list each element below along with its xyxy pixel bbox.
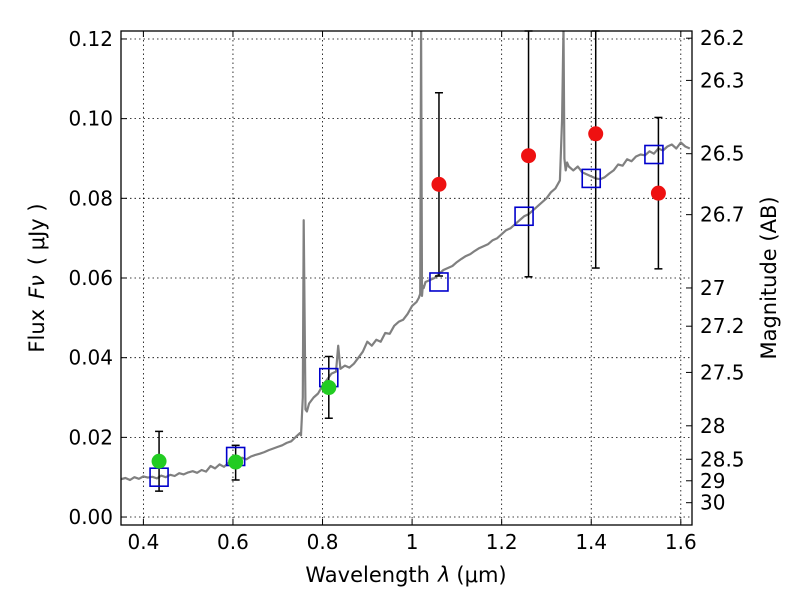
y-tick-label: 0.02	[68, 425, 113, 449]
right-tick-label: 29	[700, 469, 725, 493]
right-tick-label: 26.2	[700, 26, 745, 50]
x-axis-label-symbol: λ	[437, 563, 450, 587]
x-tick-label: 1.2	[486, 530, 518, 554]
right-tick-label: 28.5	[700, 447, 745, 471]
y-tick-label: 0.04	[68, 346, 113, 370]
detection-point	[228, 454, 244, 470]
y-tick-label: 0.06	[68, 266, 113, 290]
right-tick-label: 26.7	[700, 203, 745, 227]
right-tick-label: 28	[700, 414, 725, 438]
y-tick-label: 0.10	[68, 107, 113, 131]
model-photometry-square	[429, 272, 449, 292]
y-axis-label-symbol: Fν	[25, 275, 49, 299]
non-detection-point	[521, 148, 537, 164]
x-axis-label-prefix: Wavelength	[305, 563, 430, 587]
non-detection-point	[431, 176, 447, 192]
detection-point	[151, 453, 167, 469]
y-axis-label-unit: ( μJy )	[25, 203, 49, 265]
right-tick-label: 27.5	[700, 360, 745, 384]
x-tick-label: 1	[406, 530, 419, 554]
markers	[149, 126, 666, 487]
right-tick-label: 26.3	[700, 68, 745, 92]
model-photometry-square	[581, 168, 602, 189]
x-axis-label: Wavelength λ (μm)	[305, 563, 506, 587]
x-axis-label-unit: (μm)	[456, 563, 506, 587]
right-tick-label: 27.2	[700, 314, 745, 338]
y-axis-label-prefix: Flux	[25, 309, 49, 353]
x-tick-label: 0.8	[307, 530, 339, 554]
non-detection-point	[588, 126, 604, 142]
x-tick-label: 1.4	[575, 530, 607, 554]
detection-point	[321, 380, 337, 396]
x-tick-label: 0.4	[127, 530, 159, 554]
model-photometry-square	[644, 144, 664, 165]
non-detection-point	[650, 185, 666, 201]
y-tick-label: 0.08	[68, 186, 113, 210]
right-tick-label: 27	[700, 276, 725, 300]
y-tick-label: 0.12	[68, 27, 113, 51]
y-tick-label: 0.00	[68, 505, 113, 529]
ticks: 0.4 0.6 0.8 1 1.2 1.4 1.6 0.00 0.02 0.04 0.06 0.08 0…	[68, 26, 744, 554]
right-tick-label: 26.5	[700, 142, 745, 166]
right-tick-label: 30	[700, 491, 725, 515]
y-axis-label-left: Flux Fν ( μJy )	[25, 203, 49, 352]
x-tick-label: 0.6	[217, 530, 249, 554]
model-photometry-square	[514, 206, 534, 227]
x-tick-label: 1.6	[665, 530, 697, 554]
y-axis-label-right: Magnitude (AB)	[757, 196, 781, 359]
grid	[121, 31, 692, 525]
